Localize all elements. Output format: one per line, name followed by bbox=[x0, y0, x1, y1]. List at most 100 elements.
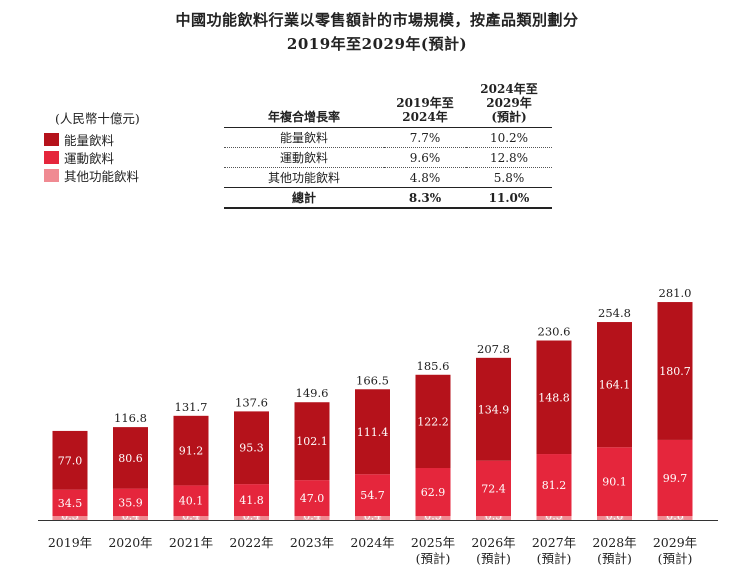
legend-label-energy: 能量飲料 bbox=[64, 132, 115, 148]
total-label: 281.0 bbox=[659, 286, 692, 300]
legend-item-sports: 運動飲料 bbox=[44, 148, 139, 166]
cagr-row-name: 能量飲料 bbox=[224, 127, 384, 148]
cagr-row-value2: 12.8% bbox=[466, 147, 552, 168]
cagr-row-sports: 運動飲料 9.6% 12.8% bbox=[224, 147, 552, 168]
data-label-energy: 122.2 bbox=[417, 415, 449, 428]
total-label: 131.7 bbox=[175, 400, 208, 414]
total-label: 185.6 bbox=[417, 359, 450, 373]
total-label: 254.8 bbox=[598, 306, 631, 320]
cagr-total-value1: 8.3% bbox=[384, 187, 466, 209]
data-label-energy: 164.1 bbox=[599, 379, 631, 392]
bar-segment-sports bbox=[476, 460, 511, 516]
data-label-sports: 62.9 bbox=[421, 486, 446, 499]
cagr-total-value2: 11.0% bbox=[466, 187, 552, 209]
bar-segment-energy bbox=[415, 374, 451, 469]
bar-segment-energy bbox=[597, 322, 632, 448]
cagr-header-row: 年複合增長率 2019年至 2024年 2024年至 2029年 (預計) bbox=[224, 82, 552, 128]
cagr-total-name: 總計 bbox=[224, 187, 384, 209]
bar-segment-energy bbox=[173, 415, 209, 486]
category-label: 2019年 bbox=[48, 535, 92, 550]
bar-segment-energy bbox=[657, 302, 693, 440]
data-label-sports: 90.1 bbox=[602, 476, 627, 489]
data-label-sports: 40.1 bbox=[179, 495, 204, 508]
data-label-energy: 77.0 bbox=[58, 454, 83, 467]
chart-title-line2: 2019年至2029年(預計) bbox=[286, 35, 468, 53]
data-label-energy: 91.2 bbox=[179, 445, 204, 458]
total-label: 137.6 bbox=[235, 395, 268, 409]
cagr-row-other: 其他功能飲料 4.8% 5.8% bbox=[224, 167, 552, 188]
bar-segment-energy bbox=[476, 357, 511, 461]
category-label: 2021年 bbox=[169, 535, 213, 550]
category-label: 2020年 bbox=[108, 535, 152, 550]
legend-swatch-sports bbox=[44, 150, 59, 164]
data-label-sports: 81.2 bbox=[542, 479, 567, 492]
bar-segment-sports bbox=[52, 489, 88, 516]
cagr-row-total: 總計 8.3% 11.0% bbox=[224, 187, 552, 209]
bar-segment-sports bbox=[355, 474, 390, 516]
category-label: 2023年 bbox=[290, 535, 334, 550]
bar-segment-sports bbox=[415, 468, 451, 516]
bar-segment-energy bbox=[536, 340, 572, 455]
bar-segment-sports bbox=[113, 488, 148, 516]
data-label-sports: 99.7 bbox=[663, 472, 688, 485]
bar-segment-energy bbox=[294, 402, 330, 481]
bar-segment-sports bbox=[657, 439, 693, 516]
data-label-energy: 134.9 bbox=[478, 403, 510, 416]
data-label-energy: 148.8 bbox=[538, 391, 570, 404]
bar-segment-sports bbox=[597, 447, 632, 516]
cagr-header-period1: 2019年至 2024年 bbox=[384, 82, 466, 128]
category-label: 2026年 bbox=[471, 535, 515, 550]
legend-label-other: 其他功能飲料 bbox=[64, 168, 140, 184]
bar-segment-sports bbox=[234, 484, 269, 516]
category-label: 2027年 bbox=[532, 535, 576, 550]
bar-segment-energy bbox=[234, 411, 269, 485]
legend-label-sports: 運動飲料 bbox=[64, 150, 115, 166]
legend-swatch-energy bbox=[44, 132, 59, 146]
legend-swatch-other bbox=[44, 168, 59, 182]
data-label-sports: 47.0 bbox=[300, 492, 325, 505]
bar-segment-energy bbox=[355, 389, 390, 475]
cagr-row-energy: 能量飲料 7.7% 10.2% bbox=[224, 127, 552, 148]
data-label-sports: 41.8 bbox=[239, 494, 264, 507]
total-label: 166.5 bbox=[356, 373, 389, 387]
data-label-sports: 54.7 bbox=[360, 489, 385, 502]
cagr-row-value2: 5.8% bbox=[466, 167, 552, 188]
legend-item-other: 其他功能飲料 bbox=[44, 166, 139, 184]
category-label: 2025年 bbox=[411, 535, 455, 550]
total-label: 230.6 bbox=[538, 325, 571, 339]
cagr-header-period2: 2024年至 2029年 (預計) bbox=[466, 82, 552, 128]
data-label-energy: 95.3 bbox=[239, 442, 264, 455]
bar-segment-energy bbox=[52, 430, 88, 490]
category-label: (預計) bbox=[537, 551, 572, 566]
bar-segment-sports bbox=[173, 485, 209, 516]
category-label: (預計) bbox=[416, 551, 451, 566]
cagr-row-value1: 7.7% bbox=[384, 127, 466, 148]
chart-title-line1: 中國功能飲料行業以零售額計的市場規模，按產品類別劃分 bbox=[175, 11, 579, 29]
category-label: 2028年 bbox=[592, 535, 636, 550]
data-label-energy: 102.1 bbox=[296, 435, 328, 448]
cagr-row-value1: 4.8% bbox=[384, 167, 466, 188]
data-label-energy: 111.4 bbox=[357, 426, 389, 439]
category-label: (預計) bbox=[476, 551, 511, 566]
data-label-sports: 35.9 bbox=[118, 496, 143, 509]
cagr-header-label: 年複合增長率 bbox=[224, 82, 384, 128]
category-label: 2024年 bbox=[350, 535, 394, 550]
data-label-energy: 180.7 bbox=[659, 365, 691, 378]
bar-segment-sports bbox=[294, 480, 330, 516]
legend-item-energy: 能量飲料 bbox=[44, 130, 139, 148]
unit-label: (人民幣十億元) bbox=[55, 111, 140, 126]
cagr-row-name: 運動飲料 bbox=[224, 147, 384, 168]
category-label: 2022年 bbox=[229, 535, 273, 550]
cagr-row-value2: 10.2% bbox=[466, 127, 552, 148]
bar-segment-energy bbox=[113, 427, 148, 489]
cagr-row-name: 其他功能飲料 bbox=[224, 167, 384, 188]
category-label: (預計) bbox=[658, 551, 693, 566]
category-label: (預計) bbox=[597, 551, 632, 566]
category-label: 2029年 bbox=[653, 535, 697, 550]
total-label: 207.8 bbox=[477, 342, 510, 356]
chart-title: 中國功能飲料行業以零售額計的市場規模，按產品類別劃分 2019年至2029年(預… bbox=[0, 8, 754, 56]
cagr-table: 年複合增長率 2019年至 2024年 2024年至 2029年 (預計) 能量… bbox=[224, 82, 552, 209]
total-label: 116.8 bbox=[114, 411, 147, 425]
data-label-energy: 80.6 bbox=[118, 452, 143, 465]
